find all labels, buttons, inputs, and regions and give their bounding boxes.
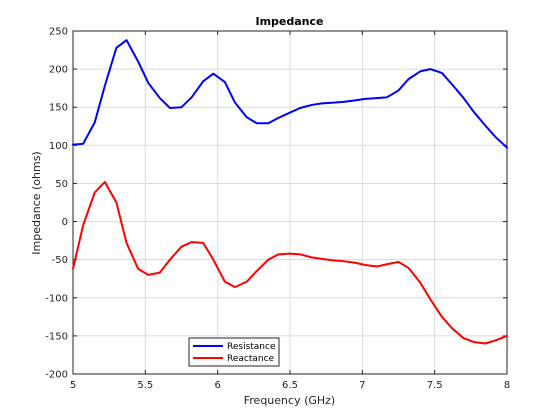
y-tick-label: 150 [49,103,68,114]
resistance-series-line [72,39,508,149]
x-tick-label: 8 [504,380,510,391]
y-tick-label: 0 [62,217,68,228]
x-tick-label: 6 [214,380,220,391]
y-tick-label: 250 [49,27,68,38]
chart-title: Impedance [256,15,324,28]
x-tick-label: 5 [70,380,76,391]
legend-box [188,337,280,367]
y-tick-label: -100 [45,293,68,304]
y-tick-label: 100 [49,141,68,152]
reactance-series-line [72,180,508,345]
legend-label-resistance: Resistance [227,342,276,352]
x-tick-label: 7 [359,380,365,391]
y-tick-label: -150 [45,331,68,342]
y-tick-label: -200 [45,370,68,381]
x-tick-label: 6.5 [282,380,298,391]
x-tick-label: 5.5 [137,380,153,391]
x-tick-label: 7.5 [427,380,443,391]
x-axis-label: Frequency (GHz) [244,394,335,407]
y-tick-label: 200 [49,65,68,76]
y-tick-label: 50 [55,179,68,190]
legend: Resistance Reactance [188,337,280,367]
legend-label-reactance: Reactance [227,354,275,364]
y-tick-label: -50 [52,255,68,266]
y-axis-label: Impedance (ohms) [30,151,43,254]
